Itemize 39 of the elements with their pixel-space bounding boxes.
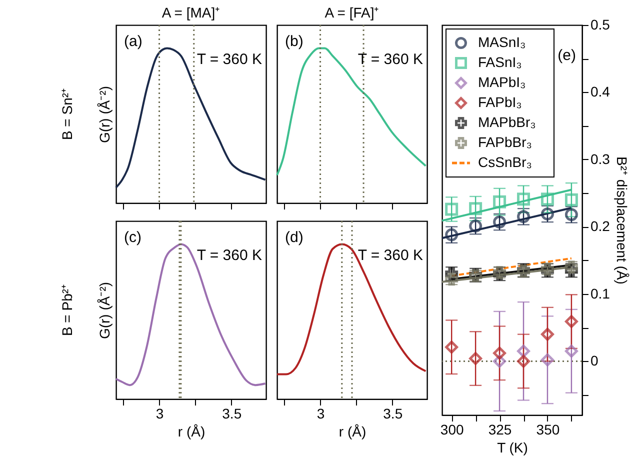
y-tick-label: 0.2 bbox=[590, 218, 610, 234]
annotation: (b) bbox=[285, 33, 304, 50]
x-tick-label: 3.5 bbox=[222, 406, 242, 422]
legend-label: FAPbI₃ bbox=[478, 94, 522, 110]
annotation: (e) bbox=[558, 47, 576, 64]
x-axis-title: T (K) bbox=[497, 440, 528, 456]
annotation: (c) bbox=[124, 229, 142, 246]
y-axis-title: G(r) (Å⁻²) bbox=[96, 282, 112, 340]
legend-label: CsSnBr₃ bbox=[478, 154, 532, 170]
x-tick-label: 3 bbox=[156, 406, 164, 422]
x-tick-label: 3 bbox=[316, 406, 325, 422]
text: B = Sn²⁺ bbox=[59, 88, 75, 140]
legend-label: FASnI₃ bbox=[478, 54, 522, 70]
legend-label: FAPbBr₃ bbox=[478, 134, 532, 150]
y-axis-title: G(r) (Å⁻²) bbox=[96, 86, 112, 144]
y-tick-label: 0.4 bbox=[590, 84, 610, 100]
text: B = Pb²⁺ bbox=[59, 284, 75, 336]
x-tick-label: 3.5 bbox=[383, 406, 403, 422]
x-axis-title: r (Å) bbox=[178, 424, 206, 440]
chart-title: A = [MA]⁺ bbox=[162, 4, 220, 20]
annotation: T = 360 K bbox=[358, 247, 423, 264]
legend-label: MAPbI₃ bbox=[478, 74, 526, 90]
annotation: (a) bbox=[124, 33, 142, 50]
x-tick-label: 300 bbox=[440, 422, 464, 438]
annotation: T = 360 K bbox=[358, 51, 423, 68]
y-tick-label: 0 bbox=[590, 352, 598, 369]
legend-label: MASnI₃ bbox=[478, 34, 526, 50]
y-tick-label: 0.5 bbox=[590, 16, 610, 32]
y-tick-label: 0.1 bbox=[590, 285, 610, 302]
x-tick-label: 325 bbox=[488, 422, 512, 438]
x-axis-title: r (Å) bbox=[338, 424, 366, 440]
chart-title: A = [FA]⁺ bbox=[324, 4, 380, 20]
y-tick-label: 0.3 bbox=[590, 150, 610, 167]
annotation: T = 360 K bbox=[196, 247, 262, 264]
y-axis-title: B²⁺ displacement (Å) bbox=[614, 156, 630, 284]
annotation: T = 360 K bbox=[196, 51, 262, 68]
legend-label: MAPbBr₃ bbox=[478, 114, 536, 130]
x-tick-label: 350 bbox=[536, 422, 560, 438]
annotation: (d) bbox=[285, 229, 304, 246]
